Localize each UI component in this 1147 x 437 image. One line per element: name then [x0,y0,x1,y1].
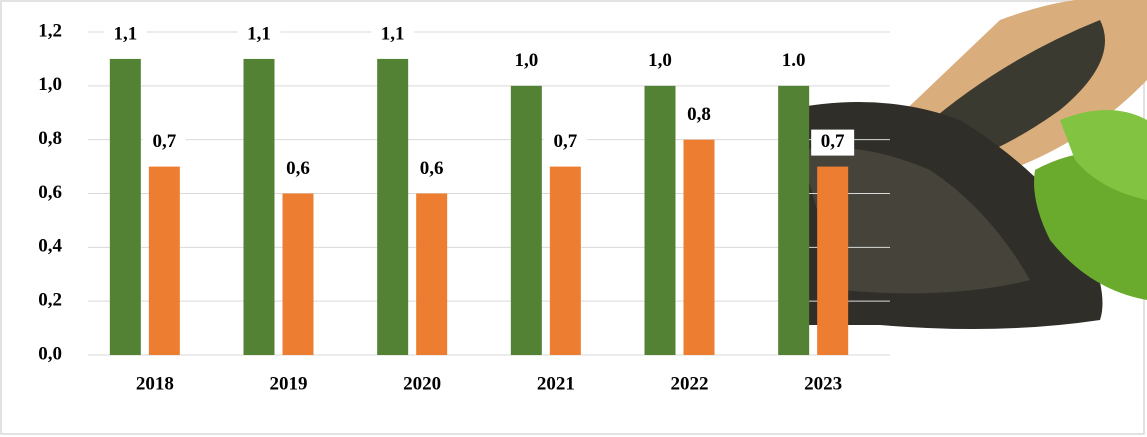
value-label-bg [772,48,816,75]
y-tick-label: 1,0 [38,74,62,95]
value-label: 0,7 [152,131,176,152]
x-tick-label: 2021 [537,373,575,394]
y-tick-label: 1,2 [38,20,62,41]
value-label-bg [410,156,454,183]
value-label: 0,6 [420,158,444,179]
bar [148,166,180,355]
value-label: 0,8 [687,104,711,125]
value-label-bg [103,21,147,48]
bar [243,58,275,356]
value-label: 0,7 [821,131,845,152]
value-label-bg [142,129,186,156]
y-tick-label: 0,8 [38,128,62,149]
y-tick-label: 0,0 [38,343,62,364]
bar [817,166,849,355]
value-label-bg [677,102,721,129]
value-label-bg [638,48,682,75]
x-tick-label: 2020 [403,373,441,394]
value-label-bg [504,48,548,75]
value-label-bg [371,21,415,48]
value-label: 0,7 [553,131,577,152]
x-tick-label: 2023 [804,373,842,394]
y-tick-label: 0,6 [38,182,62,203]
bar [510,85,542,355]
value-label-bg [276,156,320,183]
y-tick-label: 0,2 [38,290,62,311]
value-label-bg [543,129,587,156]
bar [109,58,141,356]
value-label-bg [811,129,855,156]
x-tick-label: 2018 [136,373,174,394]
value-label-bg [237,21,281,48]
y-tick-label: 0,4 [38,236,62,257]
value-label: 1,1 [113,23,137,44]
bar [644,85,676,355]
value-label: 1.0 [782,50,806,71]
value-label: 1,0 [648,50,672,71]
value-label: 0,6 [286,158,310,179]
bar [778,85,810,355]
bar [377,58,409,356]
bar [683,139,715,355]
value-label: 1,1 [381,23,405,44]
value-label: 1,1 [247,23,271,44]
bar [282,193,314,355]
tea-illustration [784,0,1147,329]
x-tick-label: 2019 [270,373,308,394]
x-tick-label: 2022 [671,373,709,394]
bar [416,193,448,355]
value-label: 1,0 [514,50,538,71]
bar [549,166,581,355]
